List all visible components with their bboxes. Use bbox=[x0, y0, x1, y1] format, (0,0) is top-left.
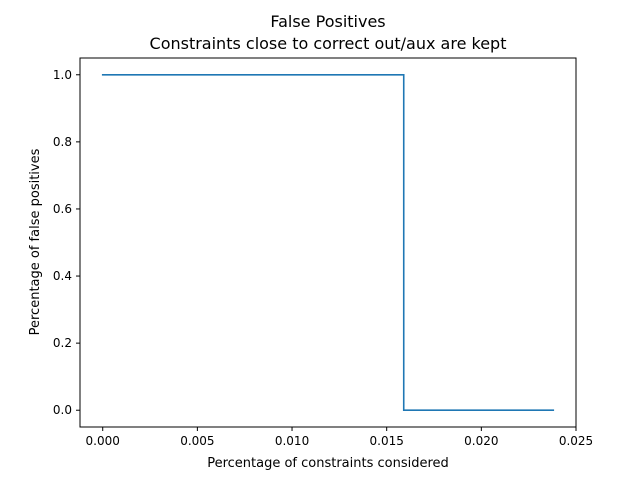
y-tick-label: 0.8 bbox=[53, 135, 72, 149]
y-tick-label: 0.2 bbox=[53, 336, 72, 350]
x-axis-ticks: 0.000 0.005 0.010 0.015 0.020 0.025 bbox=[86, 427, 593, 448]
series-line bbox=[101, 73, 555, 412]
x-tick-label: 0.020 bbox=[464, 434, 498, 448]
chart-title: False Positives bbox=[270, 12, 385, 31]
chart-subtitle: Constraints close to correct out/aux are… bbox=[150, 34, 507, 53]
plot-area-frame bbox=[79, 57, 577, 428]
x-tick-label: 0.025 bbox=[559, 434, 593, 448]
y-tick-label: 1.0 bbox=[53, 68, 72, 82]
y-tick-label: 0.4 bbox=[53, 269, 72, 283]
y-axis-ticks: 0.0 0.2 0.4 0.6 0.8 1.0 bbox=[53, 68, 80, 417]
y-tick-label: 0.6 bbox=[53, 202, 72, 216]
x-axis-label: Percentage of constraints considered bbox=[207, 456, 449, 471]
x-tick-label: 0.005 bbox=[180, 434, 214, 448]
x-tick-label: 0.010 bbox=[275, 434, 309, 448]
x-tick-label: 0.015 bbox=[370, 434, 404, 448]
y-tick-label: 0.0 bbox=[53, 403, 72, 417]
x-tick-label: 0.000 bbox=[86, 434, 120, 448]
y-axis-label: Percentage of false positives bbox=[28, 148, 43, 335]
series-layer bbox=[101, 73, 555, 412]
